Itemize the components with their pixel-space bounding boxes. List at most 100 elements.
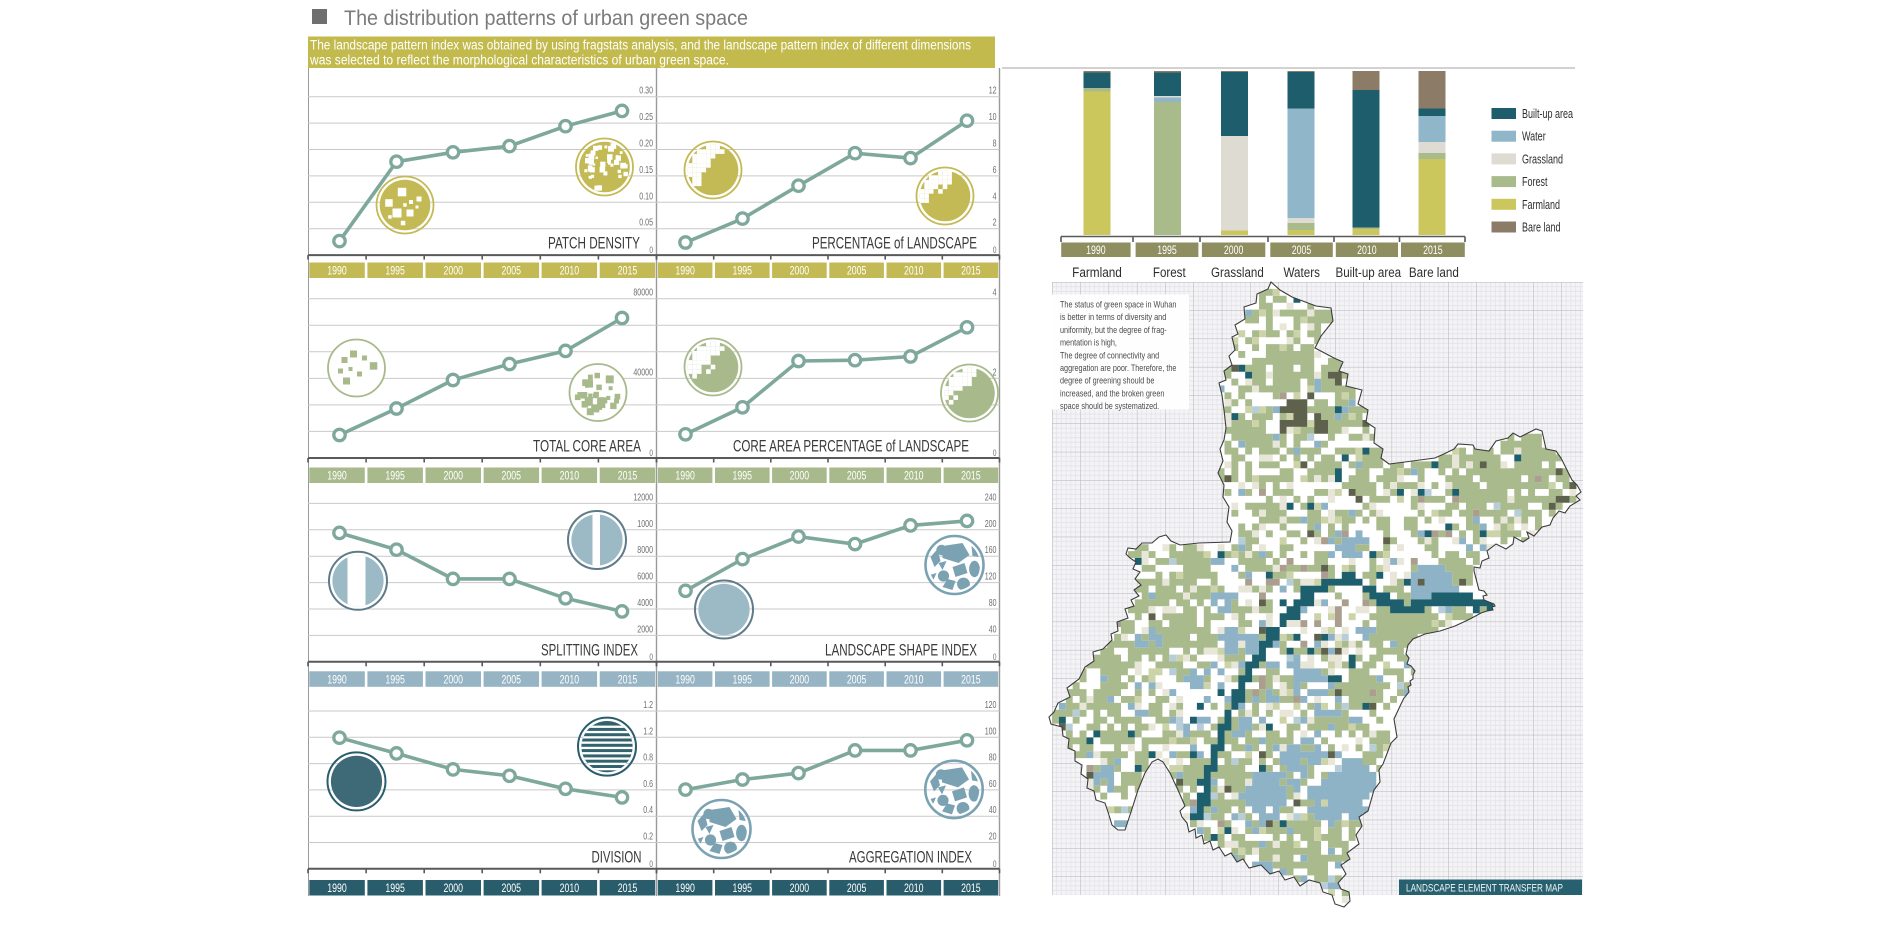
svg-text:8: 8 (993, 139, 997, 150)
svg-text:4: 4 (993, 191, 997, 202)
svg-text:2010: 2010 (904, 881, 924, 895)
svg-text:80: 80 (989, 753, 997, 764)
svg-text:1995: 1995 (732, 264, 752, 278)
svg-text:0: 0 (649, 859, 653, 869)
svg-text:degree of greening should be: degree of greening should be (1060, 376, 1154, 386)
svg-text:80: 80 (989, 598, 997, 609)
svg-text:2010: 2010 (560, 469, 580, 483)
svg-text:2000: 2000 (1224, 243, 1244, 257)
svg-text:0: 0 (649, 652, 653, 662)
svg-text:1995: 1995 (732, 469, 752, 483)
svg-text:0.05: 0.05 (639, 218, 653, 229)
svg-text:6000: 6000 (637, 572, 653, 583)
svg-text:120: 120 (985, 572, 997, 583)
svg-text:0: 0 (993, 245, 997, 255)
svg-text:2000: 2000 (443, 881, 463, 895)
svg-text:240: 240 (985, 492, 997, 503)
svg-text:Farmland: Farmland (1072, 265, 1122, 280)
svg-text:0.20: 0.20 (639, 139, 653, 150)
svg-text:space should be systematized.: space should be systematized. (1060, 401, 1159, 411)
svg-text:1990: 1990 (675, 469, 695, 483)
svg-text:1995: 1995 (385, 673, 405, 687)
svg-text:1990: 1990 (327, 264, 347, 278)
svg-text:Bare land: Bare land (1522, 221, 1561, 235)
svg-text:40: 40 (989, 805, 997, 816)
svg-text:The landscape pattern index wa: The landscape pattern index was obtained… (310, 38, 971, 53)
svg-text:1990: 1990 (327, 881, 347, 895)
svg-text:Grassland: Grassland (1522, 152, 1563, 166)
svg-text:1990: 1990 (1086, 243, 1106, 257)
svg-text:2015: 2015 (618, 264, 638, 278)
svg-text:Waters: Waters (1284, 265, 1321, 280)
svg-text:SPLITTING INDEX: SPLITTING INDEX (541, 641, 638, 659)
svg-text:2015: 2015 (618, 673, 638, 687)
svg-text:LANDSCAPE SHAPE INDEX: LANDSCAPE SHAPE INDEX (825, 641, 977, 659)
svg-text:DIVISION: DIVISION (592, 848, 642, 866)
svg-text:2015: 2015 (961, 881, 981, 895)
svg-text:2015: 2015 (961, 469, 981, 483)
svg-text:uniformity, but the degree of: uniformity, but the degree of frag- (1060, 325, 1167, 335)
svg-text:120: 120 (985, 700, 997, 711)
svg-text:2005: 2005 (847, 673, 867, 687)
svg-text:2015: 2015 (961, 673, 981, 687)
svg-text:2000: 2000 (790, 673, 810, 687)
svg-text:0.4: 0.4 (643, 805, 653, 816)
svg-text:was selected to reflect the mo: was selected to reflect the morphologica… (309, 53, 729, 68)
svg-text:2015: 2015 (1423, 243, 1443, 257)
svg-text:1990: 1990 (327, 469, 347, 483)
svg-text:0.30: 0.30 (639, 86, 653, 97)
svg-text:2010: 2010 (904, 673, 924, 687)
svg-text:2005: 2005 (1292, 243, 1312, 257)
svg-text:2005: 2005 (502, 673, 522, 687)
svg-text:Farmland: Farmland (1522, 198, 1560, 212)
svg-text:Built-up area: Built-up area (1522, 107, 1573, 121)
svg-text:40000: 40000 (633, 367, 653, 378)
svg-text:0.2: 0.2 (643, 832, 653, 843)
svg-text:2005: 2005 (847, 264, 867, 278)
svg-text:is better in terms of diversit: is better in terms of diversity and (1060, 312, 1166, 322)
svg-text:PATCH DENSITY: PATCH DENSITY (548, 235, 640, 253)
svg-text:1995: 1995 (385, 469, 405, 483)
svg-text:2010: 2010 (1357, 243, 1377, 257)
svg-text:increased, and the broken gree: increased, and the broken green (1060, 388, 1164, 398)
svg-text:0.6: 0.6 (643, 779, 653, 790)
svg-text:1995: 1995 (385, 264, 405, 278)
svg-text:CORE AREA PERCENTAGE of LANDSC: CORE AREA PERCENTAGE of LANDSCAPE (733, 438, 969, 456)
svg-text:160: 160 (985, 545, 997, 556)
svg-text:0: 0 (993, 448, 997, 458)
svg-text:2000: 2000 (637, 624, 653, 635)
svg-text:0: 0 (649, 245, 653, 255)
svg-text:Forest: Forest (1153, 265, 1186, 280)
svg-text:aggregation are poor. Therefor: aggregation are poor. Therefore, the (1060, 363, 1176, 373)
svg-text:2010: 2010 (560, 264, 580, 278)
svg-text:1000: 1000 (637, 519, 653, 530)
svg-text:2000: 2000 (443, 264, 463, 278)
svg-text:4: 4 (993, 288, 997, 299)
svg-text:mentation is high,: mentation is high, (1060, 338, 1117, 348)
svg-text:12: 12 (989, 86, 997, 97)
svg-text:2: 2 (993, 367, 997, 378)
svg-text:1990: 1990 (675, 673, 695, 687)
svg-text:0: 0 (993, 652, 997, 662)
svg-text:10: 10 (989, 112, 997, 123)
svg-text:LANDSCAPE ELEMENT TRANSFER MAP: LANDSCAPE ELEMENT TRANSFER MAP (1406, 882, 1563, 894)
svg-text:40: 40 (989, 624, 997, 635)
svg-text:2010: 2010 (904, 469, 924, 483)
svg-text:2000: 2000 (790, 881, 810, 895)
svg-text:1.2: 1.2 (643, 700, 653, 711)
svg-text:2010: 2010 (904, 264, 924, 278)
svg-text:The distribution patterns of u: The distribution patterns of urban green… (344, 6, 748, 30)
svg-text:100: 100 (985, 726, 997, 737)
svg-text:2010: 2010 (560, 673, 580, 687)
svg-text:1990: 1990 (327, 673, 347, 687)
svg-text:AGGREGATION INDEX: AGGREGATION INDEX (849, 848, 972, 866)
svg-text:Forest: Forest (1522, 175, 1548, 189)
svg-text:1995: 1995 (385, 881, 405, 895)
svg-text:PERCENTAGE of LANDSCAPE: PERCENTAGE of LANDSCAPE (812, 235, 977, 253)
svg-text:2005: 2005 (847, 469, 867, 483)
svg-text:2005: 2005 (502, 881, 522, 895)
svg-text:Bare land: Bare land (1409, 265, 1459, 280)
svg-text:TOTAL CORE AREA: TOTAL CORE AREA (533, 438, 641, 456)
svg-text:80000: 80000 (633, 288, 653, 299)
svg-text:The status of green space in W: The status of green space in Wuhan (1060, 300, 1176, 310)
